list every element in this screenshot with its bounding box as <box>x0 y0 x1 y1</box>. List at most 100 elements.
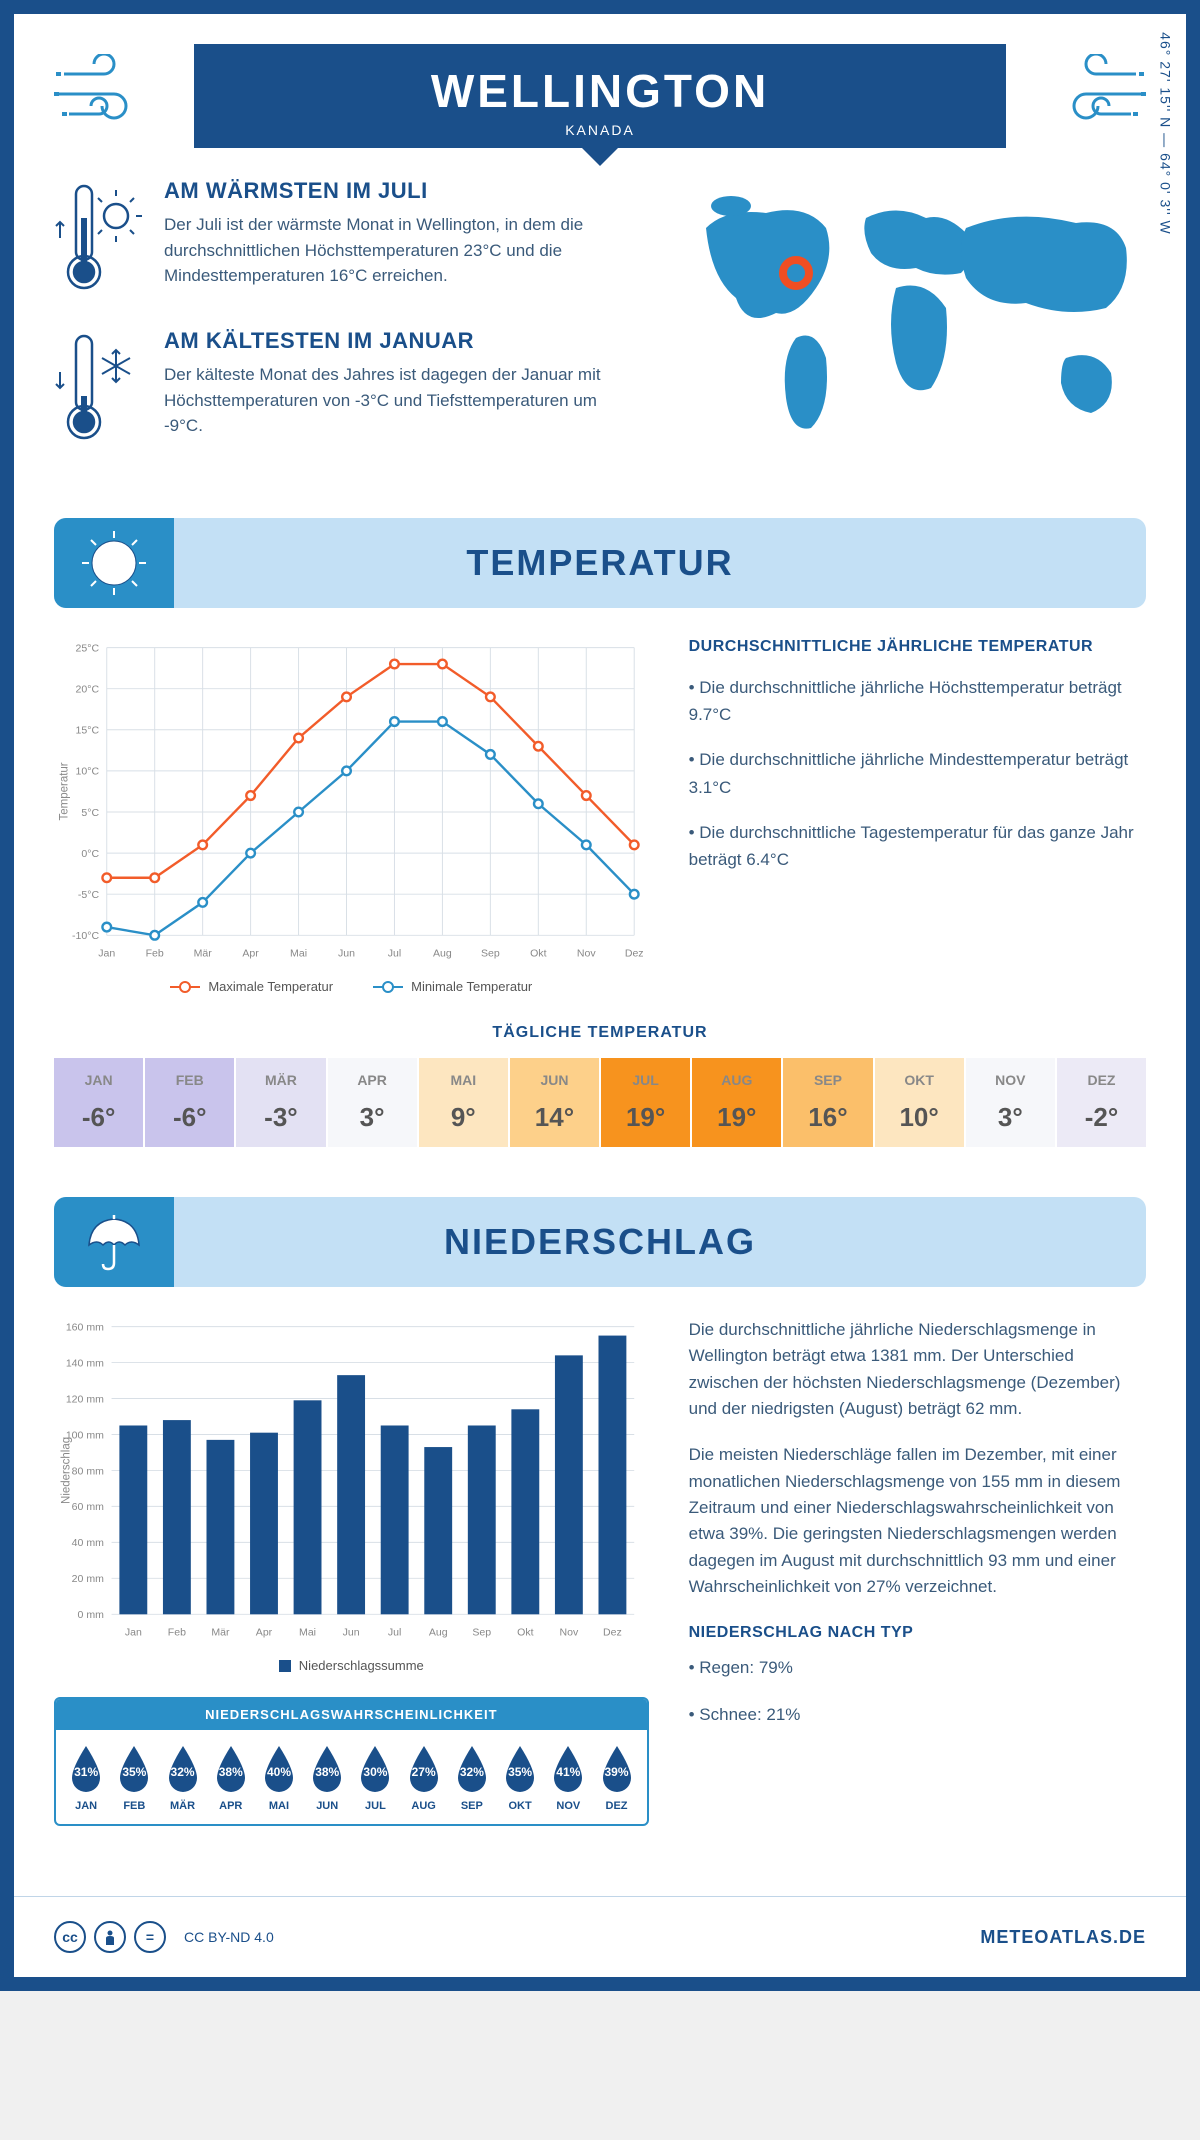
prob-month: APR <box>209 1800 253 1812</box>
wind-icon-right <box>1046 54 1146 134</box>
prob-cell: 32% SEP <box>450 1744 494 1812</box>
daily-month: SEP <box>783 1072 872 1088</box>
daily-value: 19° <box>601 1102 690 1133</box>
svg-text:Mai: Mai <box>299 1626 316 1638</box>
prob-month: NOV <box>546 1800 590 1812</box>
prob-cell: 35% FEB <box>112 1744 156 1812</box>
prob-month: JAN <box>64 1800 108 1812</box>
svg-text:Jun: Jun <box>338 947 355 959</box>
svg-text:Sep: Sep <box>481 947 500 959</box>
umbrella-icon <box>54 1197 174 1287</box>
drop-value: 32% <box>460 1765 484 1779</box>
svg-text:-5°C: -5°C <box>78 889 100 901</box>
coldest-text: Der kälteste Monat des Jahres ist dagege… <box>164 362 636 439</box>
svg-text:80 mm: 80 mm <box>72 1465 104 1477</box>
daily-month: JUN <box>510 1072 599 1088</box>
daily-month: MÄR <box>236 1072 325 1088</box>
prob-month: JUN <box>305 1800 349 1812</box>
license-text: CC BY-ND 4.0 <box>184 1929 274 1945</box>
precipitation-heading: NIEDERSCHLAG <box>54 1221 1146 1263</box>
temp-bullet-0: • Die durchschnittliche jährliche Höchst… <box>689 674 1146 728</box>
sun-icon <box>54 518 174 608</box>
prob-cell: 39% DEZ <box>594 1744 638 1812</box>
svg-text:Aug: Aug <box>429 1626 448 1638</box>
drop-icon: 35% <box>500 1744 540 1794</box>
coldest-fact: AM KÄLTESTEN IM JANUAR Der kälteste Mona… <box>54 328 636 448</box>
drop-value: 39% <box>605 1765 629 1779</box>
daily-cell: MÄR -3° <box>236 1058 327 1147</box>
daily-month: FEB <box>145 1072 234 1088</box>
temp-info-heading: DURCHSCHNITTLICHE JÄHRLICHE TEMPERATUR <box>689 638 1146 656</box>
prob-cell: 35% OKT <box>498 1744 542 1812</box>
daily-temp-table: JAN -6° FEB -6° MÄR -3° APR 3° MAI 9° JU… <box>54 1058 1146 1147</box>
daily-value: 10° <box>875 1102 964 1133</box>
drop-value: 35% <box>122 1765 146 1779</box>
precip-type-0: • Regen: 79% <box>689 1655 1146 1681</box>
prob-title: NIEDERSCHLAGSWAHRSCHEINLICHKEIT <box>56 1699 647 1730</box>
drop-value: 40% <box>267 1765 291 1779</box>
prob-cell: 38% JUN <box>305 1744 349 1812</box>
prob-month: OKT <box>498 1800 542 1812</box>
svg-text:Niederschlag: Niederschlag <box>60 1437 72 1504</box>
svg-text:Nov: Nov <box>577 947 596 959</box>
thermometer-hot-icon <box>54 178 144 298</box>
svg-text:Jul: Jul <box>388 947 401 959</box>
svg-text:25°C: 25°C <box>76 642 100 654</box>
infographic-page: WELLINGTON KANADA AM WÄRMSTEN IM JULI De… <box>0 0 1200 1991</box>
temperature-info: DURCHSCHNITTLICHE JÄHRLICHE TEMPERATUR •… <box>689 638 1146 994</box>
temperature-legend: .legend-item:nth-child(1) .legend-line::… <box>54 979 649 994</box>
daily-cell: SEP 16° <box>783 1058 874 1147</box>
daily-value: 9° <box>419 1102 508 1133</box>
site-name: METEOATLAS.DE <box>980 1927 1146 1948</box>
daily-month: APR <box>328 1072 417 1088</box>
drop-icon: 40% <box>259 1744 299 1794</box>
svg-text:Mai: Mai <box>290 947 307 959</box>
svg-text:60 mm: 60 mm <box>72 1501 104 1513</box>
svg-text:Nov: Nov <box>560 1626 579 1638</box>
wind-icon-left <box>54 54 154 134</box>
cc-icon: cc <box>54 1921 86 1953</box>
daily-value: 19° <box>692 1102 781 1133</box>
daily-cell: JUL 19° <box>601 1058 692 1147</box>
precip-type-heading: NIEDERSCHLAG NACH TYP <box>689 1621 1146 1646</box>
prob-cell: 40% MAI <box>257 1744 301 1812</box>
city-name: WELLINGTON <box>194 64 1006 118</box>
temp-bullet-1: • Die durchschnittliche jährliche Mindes… <box>689 746 1146 800</box>
license-badges: cc = CC BY-ND 4.0 <box>54 1921 274 1953</box>
svg-text:Aug: Aug <box>433 947 452 959</box>
precip-legend-label: Niederschlagssumme <box>299 1658 424 1673</box>
drop-value: 31% <box>74 1765 98 1779</box>
daily-cell: JAN -6° <box>54 1058 145 1147</box>
country-name: KANADA <box>194 122 1006 138</box>
precipitation-legend: Niederschlagssumme <box>54 1658 649 1673</box>
daily-cell: DEZ -2° <box>1057 1058 1146 1147</box>
svg-text:20 mm: 20 mm <box>72 1573 104 1585</box>
precipitation-probability-box: NIEDERSCHLAGSWAHRSCHEINLICHKEIT 31% JAN … <box>54 1697 649 1826</box>
drop-icon: 41% <box>548 1744 588 1794</box>
precip-p2: Die meisten Niederschläge fallen im Deze… <box>689 1442 1146 1600</box>
drop-value: 38% <box>219 1765 243 1779</box>
daily-month: AUG <box>692 1072 781 1088</box>
warmest-title: AM WÄRMSTEN IM JULI <box>164 178 636 204</box>
daily-month: JAN <box>54 1072 143 1088</box>
svg-text:Jan: Jan <box>125 1626 142 1638</box>
svg-text:0 mm: 0 mm <box>78 1609 105 1621</box>
daily-cell: AUG 19° <box>692 1058 783 1147</box>
drop-value: 35% <box>508 1765 532 1779</box>
daily-value: -6° <box>145 1102 234 1133</box>
prob-cell: 32% MÄR <box>160 1744 204 1812</box>
svg-text:Dez: Dez <box>603 1626 622 1638</box>
svg-text:Temperatur: Temperatur <box>58 762 70 820</box>
svg-text:40 mm: 40 mm <box>72 1537 104 1549</box>
prob-month: DEZ <box>594 1800 638 1812</box>
svg-text:15°C: 15°C <box>76 725 100 737</box>
precipitation-chart: 0 mm20 mm40 mm60 mm80 mm100 mm120 mm140 … <box>54 1317 649 1673</box>
svg-text:140 mm: 140 mm <box>66 1357 104 1369</box>
svg-text:Apr: Apr <box>256 1626 273 1638</box>
prob-month: MÄR <box>160 1800 204 1812</box>
drop-value: 32% <box>171 1765 195 1779</box>
drop-icon: 31% <box>66 1744 106 1794</box>
svg-text:Mär: Mär <box>211 1626 230 1638</box>
svg-text:Feb: Feb <box>168 1626 186 1638</box>
daily-cell: MAI 9° <box>419 1058 510 1147</box>
